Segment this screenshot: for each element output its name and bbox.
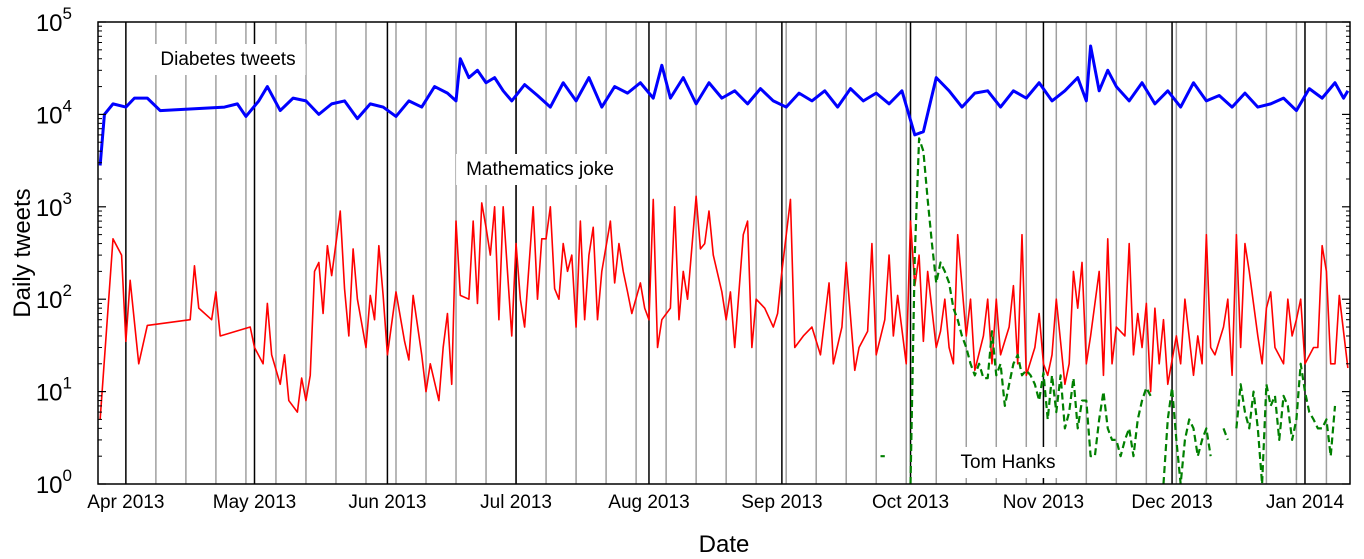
y-tick-label: 100 xyxy=(36,466,72,499)
x-tick-label: Jan 2014 xyxy=(1266,492,1345,513)
y-tick-exponent: 5 xyxy=(63,4,72,23)
y-axis-label: Daily tweets xyxy=(9,188,36,317)
y-tick-label: 101 xyxy=(36,374,72,407)
x-tick-label: Oct 2013 xyxy=(872,492,949,513)
x-tick-label: May 2013 xyxy=(213,492,296,513)
y-tick-label: 105 xyxy=(36,4,72,37)
x-tick-label: Jun 2013 xyxy=(348,492,426,513)
y-tick-exponent: 4 xyxy=(63,96,72,115)
annotation-bg xyxy=(456,154,624,185)
annotation-bg xyxy=(950,447,1066,478)
y-tick-exponent: 3 xyxy=(63,189,72,208)
lines xyxy=(98,44,1350,484)
y-tick-base: 10 xyxy=(36,102,63,129)
y-tick-base: 10 xyxy=(36,195,63,222)
y-tick-base: 10 xyxy=(36,10,63,37)
series-annotation: Diabetes tweets xyxy=(160,49,295,70)
annotation-bg xyxy=(150,44,306,75)
y-tick-label: 102 xyxy=(36,281,72,314)
x-axis-label: Date xyxy=(699,531,750,558)
y-tick-label: 103 xyxy=(36,189,72,222)
y-tick-exponent: 2 xyxy=(63,281,72,300)
series-line xyxy=(99,195,1349,420)
y-tick-base: 10 xyxy=(36,380,63,407)
plot-frame xyxy=(97,21,1351,485)
x-tick-label: Nov 2013 xyxy=(1003,492,1084,513)
series-annotation: Mathematics joke xyxy=(466,159,614,180)
x-tick-label: Apr 2013 xyxy=(87,492,164,513)
y-tick-exponent: 1 xyxy=(63,374,72,393)
series-line xyxy=(880,137,1337,484)
y-tick-base: 10 xyxy=(36,287,63,314)
x-tick-label: Sep 2013 xyxy=(741,492,822,513)
y-tick-exponent: 0 xyxy=(63,466,72,485)
overlay: Apr 2013 May 2013 Jun 2013 Jul 2013 Aug 2013… xyxy=(36,4,1351,513)
x-tick-label: Jul 2013 xyxy=(480,492,552,513)
series-annotation: Tom Hanks xyxy=(960,452,1055,473)
x-tick-label: Aug 2013 xyxy=(608,492,689,513)
x-tick-label: Dec 2013 xyxy=(1131,492,1212,513)
y-tick-base: 10 xyxy=(36,472,63,499)
y-tick-label: 104 xyxy=(36,96,72,129)
series-line xyxy=(98,44,1350,166)
